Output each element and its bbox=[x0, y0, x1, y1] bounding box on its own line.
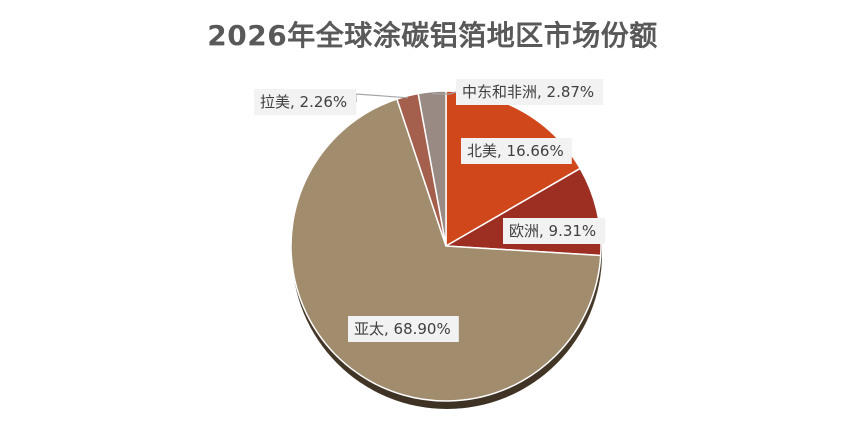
data-label-1: 北美, 16.66% bbox=[461, 138, 572, 164]
data-label-box bbox=[254, 89, 357, 115]
data-label-5: 中东和非洲, 2.87% bbox=[456, 79, 604, 105]
data-label-box bbox=[456, 79, 604, 105]
data-label-3: 亚太, 68.90% bbox=[348, 316, 459, 342]
data-label-2: 欧洲, 9.31% bbox=[503, 218, 606, 244]
data-label-box bbox=[503, 218, 606, 244]
data-label-text: 欧洲, 9.31% bbox=[509, 222, 596, 240]
data-label-text: 亚太, 68.90% bbox=[354, 320, 451, 338]
data-label-4: 拉美, 2.26% bbox=[254, 89, 357, 115]
data-label-text: 北美, 16.66% bbox=[467, 142, 564, 160]
data-label-text: 拉美, 2.26% bbox=[260, 93, 347, 111]
pie-slice-5 bbox=[417, 90, 447, 247]
data-label-box bbox=[348, 316, 459, 342]
data-label-text: 中东和非洲, 2.87% bbox=[462, 83, 594, 101]
leader-line-5 bbox=[432, 91, 457, 95]
data-label-box bbox=[461, 138, 572, 164]
chart-title: 2026年全球涂碳铝箔地区市场份额 bbox=[207, 19, 658, 52]
